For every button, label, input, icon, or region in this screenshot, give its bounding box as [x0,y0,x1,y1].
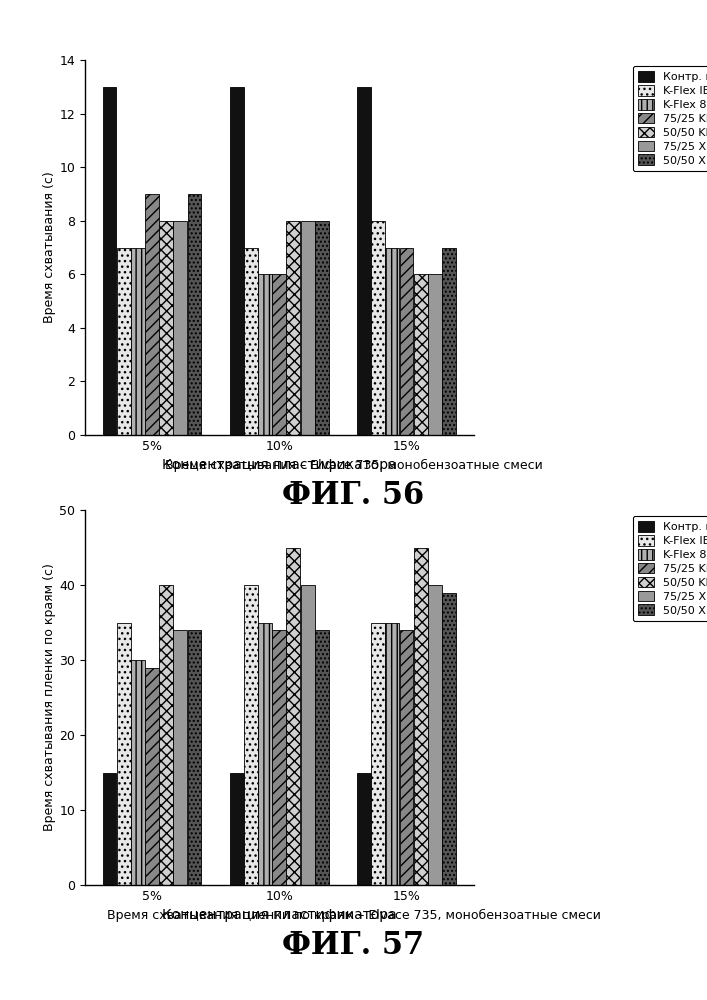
Bar [187,194,201,435]
Text: ФИГ. 57: ФИГ. 57 [282,930,425,960]
Text: Время схватывания – Elvace 735, монобензоатные смеси: Время схватывания – Elvace 735, монобенз… [165,458,542,472]
Y-axis label: Время схватывания (c): Время схватывания (c) [43,172,57,323]
Bar [300,585,315,885]
Bar [131,660,145,885]
Bar [414,274,428,435]
Bar [428,274,442,435]
Bar [371,221,385,435]
X-axis label: Концентрация пластификатора: Концентрация пластификатора [162,908,397,922]
Bar [286,548,300,885]
Bar [399,630,414,885]
Bar [414,548,428,885]
Bar [357,87,371,435]
Bar [145,668,159,885]
Bar [428,585,442,885]
Bar [173,630,187,885]
Bar [230,87,244,435]
Bar [286,221,300,435]
Bar [315,630,329,885]
Text: Время схватывания пленки по краям – Elvace 735, монобензоатные смеси: Время схватывания пленки по краям – Elva… [107,908,600,922]
Bar [442,247,456,435]
Legend: Контр. испыт., K-Flex IB, K-Flex 850S, 75/25 KFDE/X613, 50/50 KFDE/X613, 75/25 X: Контр. испыт., K-Flex IB, K-Flex 850S, 7… [633,516,707,621]
Bar [244,247,258,435]
Bar [442,592,456,885]
Bar [159,585,173,885]
Bar [272,630,286,885]
Bar [145,194,159,435]
Bar [371,622,385,885]
Bar [117,247,131,435]
Bar [103,87,117,435]
Bar [300,221,315,435]
Y-axis label: Время схватывания пленки по краям (c): Время схватывания пленки по краям (c) [43,564,57,831]
Bar [230,772,244,885]
Bar [244,585,258,885]
Bar [357,772,371,885]
Bar [117,622,131,885]
Bar [187,630,201,885]
Bar [131,247,145,435]
Bar [159,221,173,435]
Bar [385,247,399,435]
X-axis label: Концентрация пластификатора: Концентрация пластификатора [162,458,397,472]
Bar [258,622,272,885]
Bar [258,274,272,435]
Bar [399,247,414,435]
Bar [385,622,399,885]
Bar [315,221,329,435]
Bar [103,772,117,885]
Legend: Контр. испыт., K-Flex IB, K-Flex 850S, 75/25 KFDE/X613, 50/50 KFDE/X613, 75/25 X: Контр. испыт., K-Flex IB, K-Flex 850S, 7… [633,66,707,171]
Bar [173,221,187,435]
Bar [272,274,286,435]
Text: ФИГ. 56: ФИГ. 56 [282,480,425,510]
